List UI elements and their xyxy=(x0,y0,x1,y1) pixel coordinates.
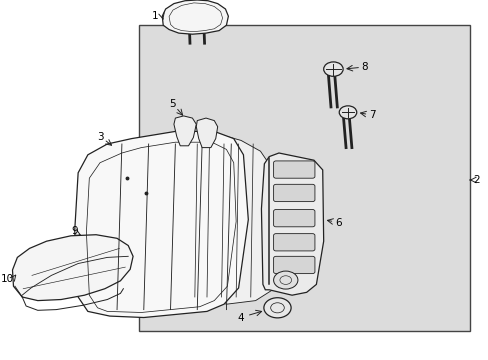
Circle shape xyxy=(273,271,297,289)
Text: 7: 7 xyxy=(368,110,375,120)
Text: 9: 9 xyxy=(71,226,78,236)
FancyBboxPatch shape xyxy=(273,161,314,178)
Text: 5: 5 xyxy=(169,99,176,109)
Circle shape xyxy=(264,298,290,318)
FancyBboxPatch shape xyxy=(273,234,314,251)
Polygon shape xyxy=(13,235,133,301)
Polygon shape xyxy=(174,116,196,146)
Polygon shape xyxy=(75,131,248,318)
FancyBboxPatch shape xyxy=(273,210,314,227)
Bar xyxy=(139,25,468,331)
Text: 6: 6 xyxy=(334,218,341,228)
Text: 4: 4 xyxy=(237,312,244,323)
Text: 8: 8 xyxy=(361,62,367,72)
Circle shape xyxy=(339,106,356,119)
Polygon shape xyxy=(196,118,217,148)
FancyBboxPatch shape xyxy=(273,184,314,202)
Polygon shape xyxy=(167,135,277,304)
FancyBboxPatch shape xyxy=(273,256,314,274)
Polygon shape xyxy=(162,0,228,34)
Text: 10: 10 xyxy=(1,274,14,284)
Polygon shape xyxy=(261,153,323,295)
Text: 3: 3 xyxy=(97,132,103,142)
Text: 2: 2 xyxy=(472,175,479,185)
Text: 1: 1 xyxy=(151,11,158,21)
Circle shape xyxy=(323,62,343,76)
